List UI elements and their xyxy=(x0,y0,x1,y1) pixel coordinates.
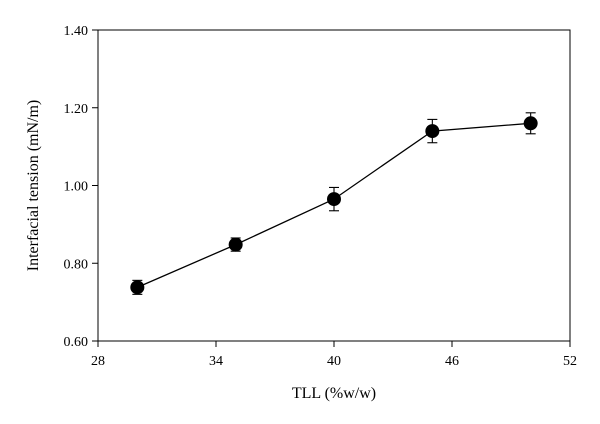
y-axis-label: Interfacial tension (mN/m) xyxy=(25,100,42,272)
data-point xyxy=(327,192,341,207)
data-point xyxy=(130,280,145,295)
series-layer xyxy=(130,112,538,295)
data-point xyxy=(228,237,243,252)
x-tick-label: 46 xyxy=(445,354,459,369)
x-tick-label: 28 xyxy=(91,354,105,369)
y-tick-label: 0.80 xyxy=(64,257,89,272)
x-axis-ticks: 28 34 40 46 52 xyxy=(91,341,577,369)
x-axis-label: TLL (%w/w) xyxy=(292,385,376,402)
x-tick-label: 34 xyxy=(209,354,223,369)
plot-frame xyxy=(97,29,571,342)
y-tick-label: 0.60 xyxy=(64,335,89,350)
y-tick-label: 1.40 xyxy=(64,24,89,39)
plot-area xyxy=(97,29,571,342)
y-tick-label: 1.00 xyxy=(64,180,89,195)
y-axis-ticks: 0.60 0.80 1.00 1.20 1.40 xyxy=(64,24,98,350)
x-tick-label: 40 xyxy=(327,354,341,369)
data-point xyxy=(425,124,440,139)
data-point xyxy=(523,116,538,131)
x-tick-label: 52 xyxy=(563,354,577,369)
y-tick-label: 1.20 xyxy=(64,102,89,117)
